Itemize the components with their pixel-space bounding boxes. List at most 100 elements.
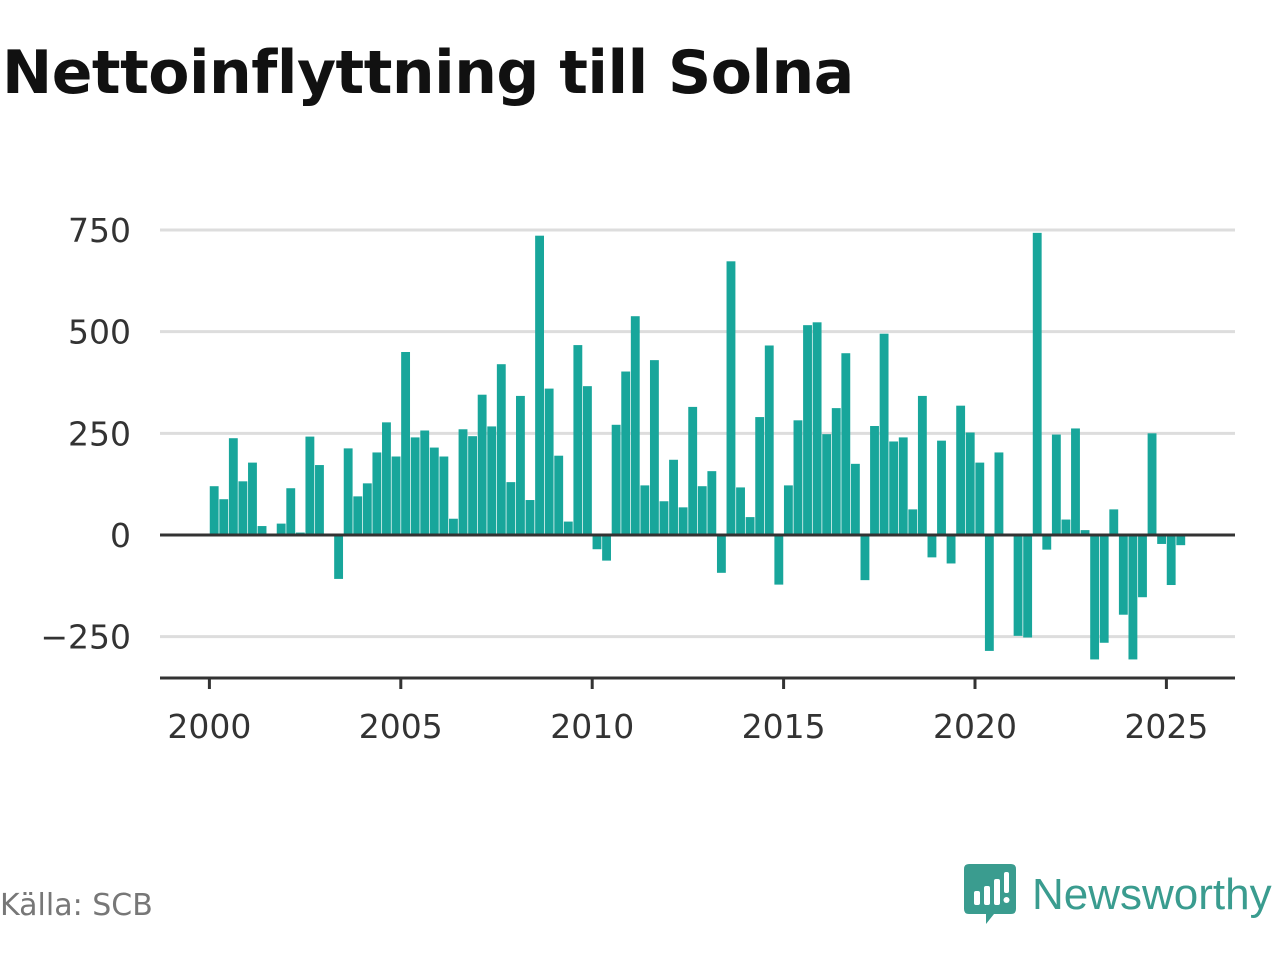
bar: [688, 406, 698, 535]
bar: [630, 316, 640, 535]
bar: [994, 452, 1004, 535]
x-tick-label: 2025: [1124, 707, 1208, 746]
bar: [697, 486, 707, 535]
bar: [812, 322, 822, 535]
bar: [1118, 535, 1128, 615]
bar: [353, 496, 363, 535]
bar: [1166, 535, 1176, 586]
x-tick-label: 2010: [550, 707, 634, 746]
bar: [736, 487, 745, 535]
bar: [937, 440, 946, 535]
bar: [1138, 535, 1147, 598]
bar: [1090, 535, 1100, 660]
bar: [1013, 535, 1023, 636]
bar: [458, 429, 468, 535]
bar: [573, 345, 583, 535]
bar: [678, 507, 688, 535]
bar: [1147, 433, 1157, 535]
x-tick-label: 2015: [742, 707, 826, 746]
bar: [927, 535, 937, 558]
y-tick-label: −250: [40, 618, 131, 657]
bar: [1176, 535, 1186, 546]
bar: [870, 426, 879, 535]
bar: [362, 483, 372, 535]
bar: [640, 485, 650, 535]
bar: [764, 345, 774, 535]
source-label: Källa: SCB: [0, 888, 153, 923]
bar: [582, 386, 592, 535]
y-tick-label: 0: [110, 516, 131, 555]
brand-name: Newsworthy: [1032, 870, 1272, 919]
bar: [525, 500, 535, 535]
bar: [1042, 535, 1052, 550]
newsworthy-logo-icon: [964, 864, 1016, 924]
bars: [209, 232, 1186, 660]
bar: [228, 438, 238, 535]
bar: [382, 422, 391, 535]
axes: −250 0 250 500 750 2000 2005 2010 2015 2020 2025: [40, 211, 1235, 746]
bar: [707, 471, 717, 535]
bar: [449, 518, 458, 535]
bar: [554, 455, 564, 535]
bar: [334, 535, 344, 579]
bar: [965, 432, 975, 535]
bar: [391, 456, 401, 535]
bar: [611, 424, 621, 535]
grid-lines: [160, 228, 1235, 639]
bar: [1128, 535, 1138, 660]
bar: [315, 465, 324, 535]
bar: [219, 499, 229, 535]
bar: [793, 420, 803, 535]
bar: [209, 486, 219, 535]
bar: [831, 408, 841, 535]
brand-logo: Newsworthy: [964, 864, 1272, 926]
bar: [516, 395, 525, 535]
bar: [649, 360, 659, 535]
bar: [783, 485, 793, 535]
bar: [535, 235, 544, 535]
bar: [1023, 535, 1033, 638]
bar: [429, 447, 439, 535]
bar: [602, 535, 611, 561]
bar: [496, 364, 506, 535]
bar: [860, 535, 870, 581]
bar: [592, 535, 602, 550]
bar: [1051, 434, 1061, 535]
bar: [1061, 519, 1071, 535]
bar: [841, 353, 851, 535]
bar: [850, 463, 860, 535]
x-tick-label: 2000: [167, 707, 251, 746]
bar: [889, 441, 899, 535]
bar: [984, 535, 994, 651]
bar: [1109, 509, 1119, 535]
y-tick-label: 750: [68, 211, 131, 250]
bar: [755, 417, 765, 535]
bar: [257, 526, 267, 535]
bar: [1032, 232, 1042, 535]
bar: [248, 462, 257, 535]
bar: [420, 430, 430, 535]
bar: [563, 521, 573, 535]
bar: [956, 405, 966, 535]
bar: [276, 523, 286, 535]
x-tick-label: 2005: [359, 707, 443, 746]
bar: [745, 517, 755, 535]
bar: [439, 456, 449, 535]
bar: [803, 325, 812, 535]
bar: [477, 394, 487, 535]
y-tick-label: 250: [68, 414, 131, 453]
bar: [1080, 530, 1090, 535]
bar: [372, 452, 382, 535]
chart-title: Nettoinflyttning till Solna: [2, 38, 854, 108]
bar: [726, 261, 736, 535]
bar: [468, 436, 478, 535]
bar: [774, 535, 784, 585]
bar: [946, 535, 956, 564]
bar: [659, 501, 669, 535]
bar: [410, 437, 420, 535]
bar: [506, 482, 516, 535]
bar: [487, 426, 497, 535]
bar: [305, 436, 315, 535]
bar: [401, 352, 411, 535]
